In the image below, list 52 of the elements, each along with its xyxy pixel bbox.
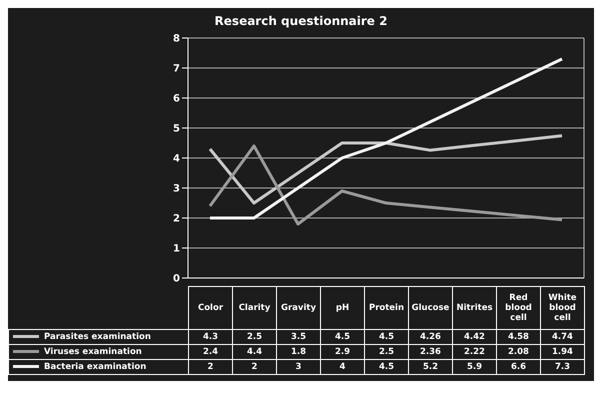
data-label: 2.5 xyxy=(232,330,276,344)
x-tick-label: Protein xyxy=(364,286,408,330)
x-tick-label: Clarity xyxy=(232,286,276,330)
data-label: 4.26 xyxy=(408,330,452,344)
legend-label: Parasites examination xyxy=(8,330,188,344)
legend-label: Viruses examination xyxy=(8,344,188,360)
data-label: 5.9 xyxy=(452,360,496,374)
data-label: 4.5 xyxy=(364,330,408,344)
x-tick-label: Nitrites xyxy=(452,286,496,330)
data-label: 6.6 xyxy=(496,360,540,374)
data-label: 2.9 xyxy=(320,344,364,360)
data-label: 2.4 xyxy=(188,344,232,360)
x-tick-label: White blood cell xyxy=(540,286,584,330)
y-tick-label: 0 xyxy=(173,274,180,285)
line-series xyxy=(208,144,564,226)
y-tick-label: 2 xyxy=(173,214,180,225)
y-tick-label: 5 xyxy=(173,124,180,135)
chart-title: Research questionnaire 2 xyxy=(214,13,388,30)
x-tick-label: Color xyxy=(188,286,232,330)
line-series xyxy=(208,58,564,220)
data-label: 3 xyxy=(276,360,320,374)
data-label: 1.8 xyxy=(276,344,320,360)
data-label: 4.74 xyxy=(540,330,584,344)
y-tick-label: 1 xyxy=(173,244,180,255)
y-tick-label: 6 xyxy=(173,94,180,105)
data-label: 5.2 xyxy=(408,360,452,374)
data-label: 2 xyxy=(188,360,232,374)
x-tick-label: Gravity xyxy=(276,286,320,330)
data-label: 4.4 xyxy=(232,344,276,360)
data-label: 4.5 xyxy=(364,360,408,374)
data-label: 3.5 xyxy=(276,330,320,344)
data-label: 4.58 xyxy=(496,330,540,344)
data-label: 4 xyxy=(320,360,364,374)
x-tick-label: pH xyxy=(320,286,364,330)
data-label: 2 xyxy=(232,360,276,374)
data-label: 2.22 xyxy=(452,344,496,360)
x-tick-label: Glucose xyxy=(408,286,452,330)
data-label: 7.3 xyxy=(540,360,584,374)
data-label: 2.5 xyxy=(364,344,408,360)
data-label: 4.42 xyxy=(452,330,496,344)
y-tick-label: 7 xyxy=(173,64,180,75)
y-tick-label: 3 xyxy=(173,184,180,195)
data-label: 1.94 xyxy=(540,344,584,360)
line-series xyxy=(208,134,564,204)
data-label: 4.3 xyxy=(188,330,232,344)
data-label: 2.36 xyxy=(408,344,452,360)
x-tick-label: Red blood cell xyxy=(496,286,540,330)
y-tick-label: 4 xyxy=(173,154,180,165)
data-label: 2.08 xyxy=(496,344,540,360)
legend-label: Bacteria examination xyxy=(8,360,188,374)
y-tick-label: 8 xyxy=(173,34,180,45)
data-label: 4.5 xyxy=(320,330,364,344)
